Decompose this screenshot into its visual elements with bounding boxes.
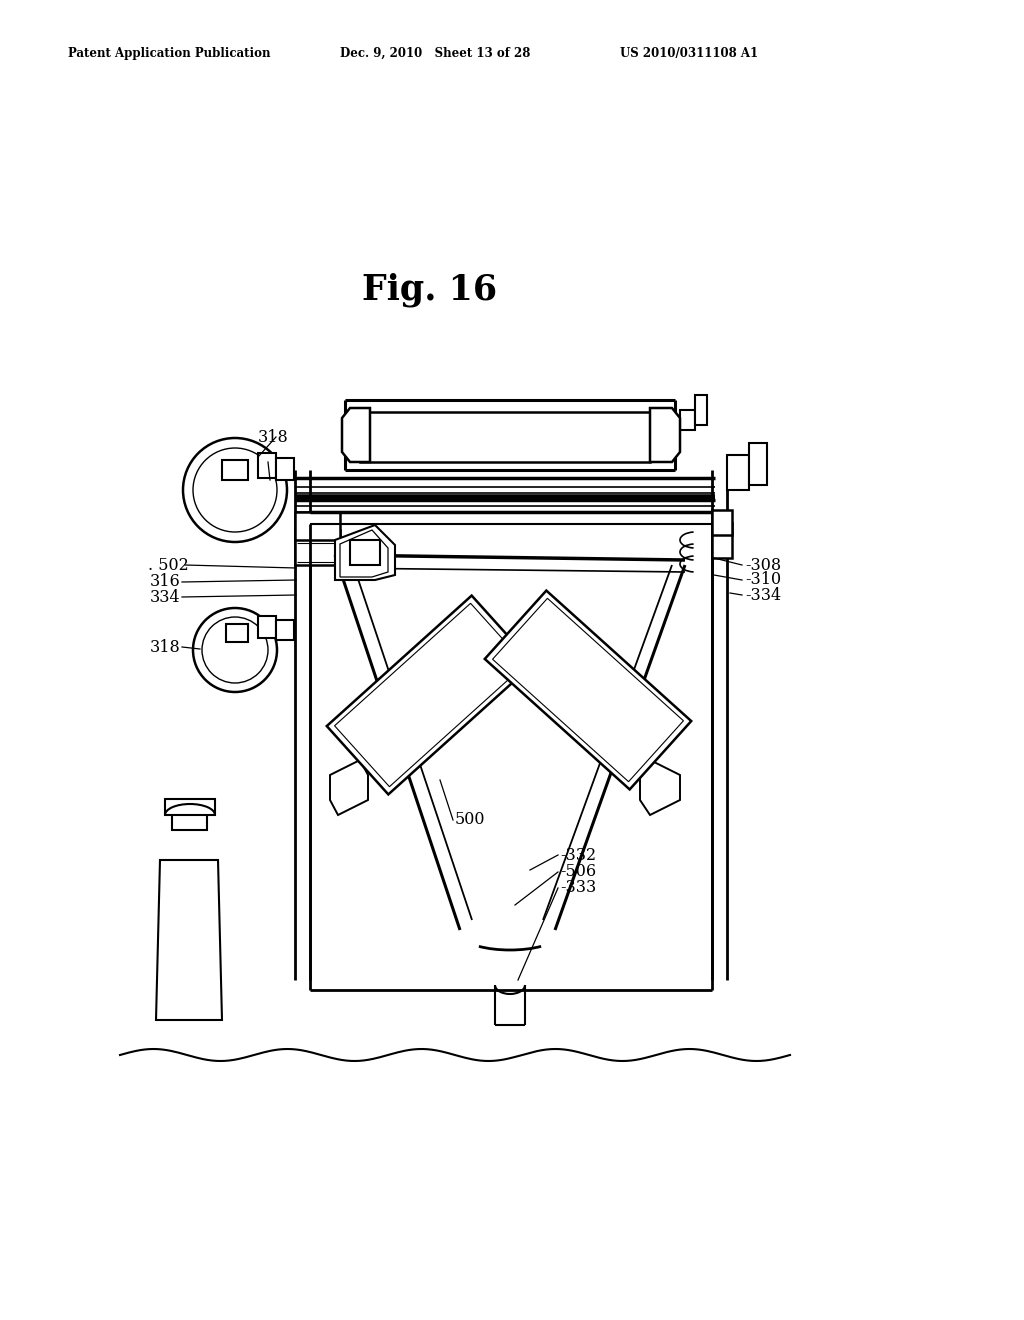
Text: US 2010/0311108 A1: US 2010/0311108 A1 — [620, 46, 758, 59]
Bar — [695, 395, 707, 425]
Text: 318: 318 — [258, 429, 289, 446]
Polygon shape — [640, 760, 680, 814]
Text: . 502: . 502 — [148, 557, 188, 573]
Bar — [276, 458, 294, 480]
Text: -333: -333 — [560, 879, 596, 896]
Text: -506: -506 — [560, 863, 596, 880]
Polygon shape — [327, 595, 534, 795]
Circle shape — [193, 609, 278, 692]
Circle shape — [183, 438, 287, 543]
Bar — [712, 510, 732, 535]
Text: 500: 500 — [455, 812, 485, 829]
Bar — [295, 531, 340, 565]
Text: -308: -308 — [745, 557, 781, 573]
Bar — [727, 455, 749, 490]
Text: 334: 334 — [150, 589, 180, 606]
Text: -334: -334 — [745, 586, 781, 603]
Polygon shape — [156, 861, 222, 1020]
Bar — [258, 453, 276, 478]
Polygon shape — [330, 760, 368, 814]
Text: -310: -310 — [745, 572, 781, 589]
Text: Fig. 16: Fig. 16 — [362, 273, 498, 308]
Bar — [295, 512, 340, 540]
Polygon shape — [335, 525, 395, 579]
Polygon shape — [342, 408, 370, 462]
Bar — [172, 800, 207, 830]
Bar — [226, 624, 248, 642]
Text: 316: 316 — [150, 573, 181, 590]
Bar — [276, 620, 294, 640]
Bar — [222, 459, 248, 480]
Bar — [680, 411, 695, 430]
Bar — [258, 616, 276, 638]
Bar — [712, 523, 732, 558]
Bar — [350, 540, 380, 565]
Polygon shape — [650, 408, 680, 462]
Bar — [165, 799, 215, 814]
Text: 318: 318 — [150, 639, 181, 656]
Text: Dec. 9, 2010   Sheet 13 of 28: Dec. 9, 2010 Sheet 13 of 28 — [340, 46, 530, 59]
Bar — [749, 444, 767, 484]
Bar — [360, 412, 650, 462]
Text: -332: -332 — [560, 846, 596, 863]
Polygon shape — [484, 590, 691, 789]
Text: Patent Application Publication: Patent Application Publication — [68, 46, 270, 59]
